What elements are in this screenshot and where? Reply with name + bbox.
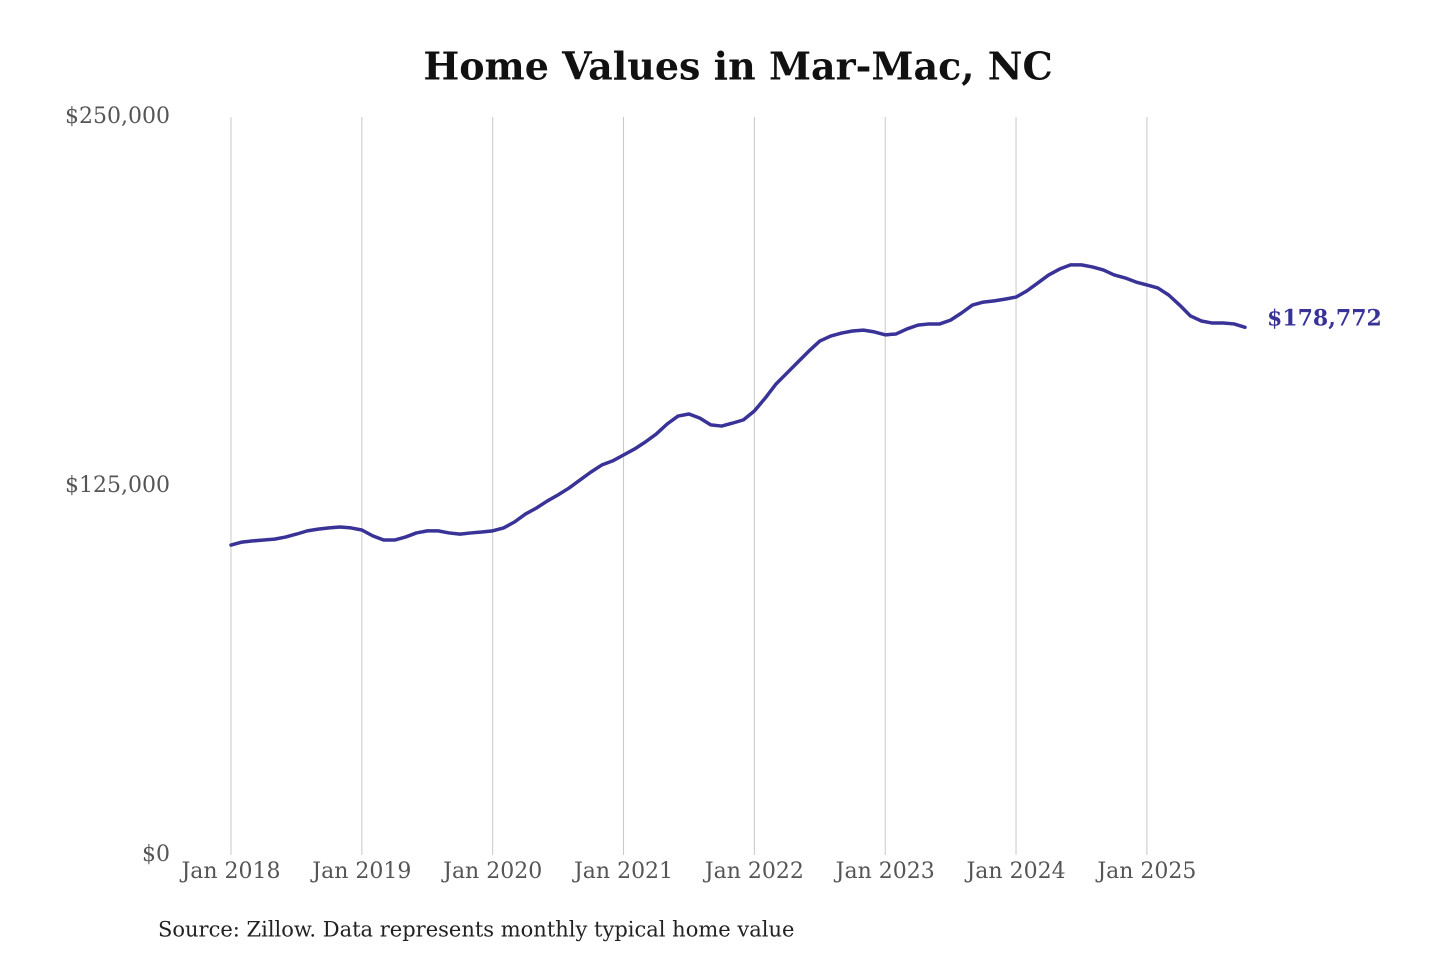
line <box>229 263 1247 547</box>
x-tick-label: Jan 2022 <box>703 859 804 884</box>
x-tick-label: Jan 2024 <box>964 859 1065 884</box>
y-tick-label: $125,000 <box>65 473 170 498</box>
x-tick-label: Jan 2018 <box>179 859 280 884</box>
x-tick-label: Jan 2021 <box>572 859 673 884</box>
x-tick-label: Jan 2023 <box>834 859 935 884</box>
y-tick-label: $250,000 <box>65 104 170 129</box>
x-tick-label: Jan 2020 <box>441 859 542 884</box>
x-tick-label: Jan 2019 <box>310 859 411 884</box>
x-tick-label: Jan 2025 <box>1095 859 1196 884</box>
chart-title: Home Values in Mar-Mac, NC <box>423 44 1052 89</box>
value-label: $178,772 <box>1267 305 1382 331</box>
y-tick-label: $0 <box>142 842 170 867</box>
source-note: Source: Zillow. Data represents monthly … <box>158 918 794 942</box>
